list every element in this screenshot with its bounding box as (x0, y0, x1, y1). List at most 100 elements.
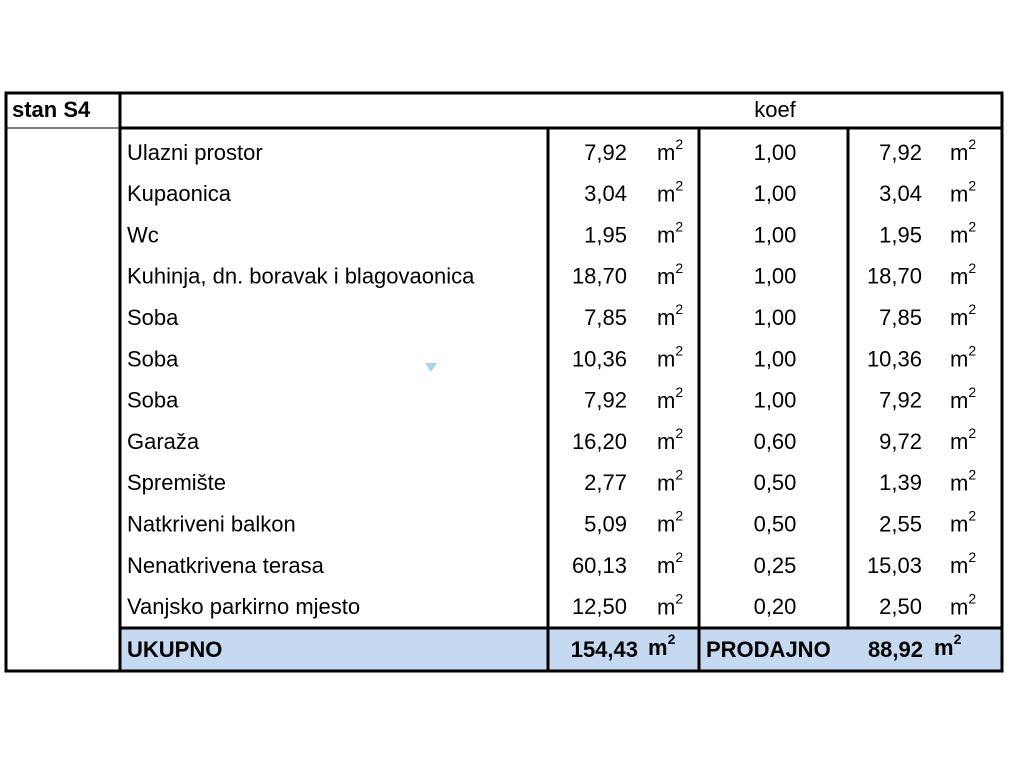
unit-exponent: 2 (675, 177, 683, 193)
unit-base: m (950, 305, 968, 330)
unit: m2 (950, 549, 976, 578)
unit-base: m (657, 140, 675, 165)
unit-exponent: 2 (675, 590, 683, 606)
room-name: Kupaonica (127, 181, 232, 206)
unit-exponent: 2 (675, 384, 683, 400)
room-name: Vanjsko parkirno mjesto (127, 594, 360, 619)
unit-exponent: 2 (968, 425, 976, 441)
room-area: 7,85 (584, 305, 627, 330)
room-area: 5,09 (584, 512, 627, 537)
room-area: 1,95 (584, 222, 627, 247)
room-area: 16,20 (572, 429, 627, 454)
room-sellable: 1,39 (879, 470, 922, 495)
unit: m2 (657, 301, 683, 330)
room-area: 7,92 (584, 388, 627, 413)
unit-base: m (657, 553, 675, 578)
total-row-bg (120, 628, 1002, 671)
room-koef: 1,00 (754, 346, 797, 371)
unit: m2 (657, 342, 683, 371)
unit-exponent: 2 (968, 590, 976, 606)
unit: m2 (657, 136, 683, 165)
room-koef: 0,25 (754, 553, 797, 578)
unit-base: m (950, 264, 968, 289)
unit: m2 (950, 466, 976, 495)
unit: m2 (950, 260, 976, 289)
unit: m2 (950, 177, 976, 206)
unit: m2 (950, 342, 976, 371)
room-sellable: 2,55 (879, 512, 922, 537)
unit-exponent: 2 (675, 549, 683, 565)
unit-base: m (950, 594, 968, 619)
room-area: 10,36 (572, 346, 627, 371)
apartment-label: stan S4 (12, 97, 91, 122)
unit: m2 (657, 590, 683, 619)
room-area: 18,70 (572, 264, 627, 289)
room-koef: 1,00 (754, 264, 797, 289)
room-koef: 0,50 (754, 512, 797, 537)
room-name: Soba (127, 388, 179, 413)
unit-exponent: 2 (675, 507, 683, 523)
room-area: 2,77 (584, 470, 627, 495)
unit-exponent: 2 (968, 384, 976, 400)
unit-exponent: 2 (675, 425, 683, 441)
room-name: Nenatkrivena terasa (127, 553, 325, 578)
unit: m2 (657, 384, 683, 413)
unit-exponent: 2 (968, 260, 976, 276)
unit: m2 (657, 177, 683, 206)
unit: m2 (950, 218, 976, 247)
unit-base: m (657, 388, 675, 413)
room-sellable: 3,04 (879, 181, 922, 206)
unit-exponent: 2 (675, 301, 683, 317)
coef-header: koef (754, 97, 796, 122)
room-koef: 1,00 (754, 181, 797, 206)
unit-base: m (657, 181, 675, 206)
unit: m2 (657, 507, 683, 536)
unit: m2 (657, 549, 683, 578)
unit-exponent: 2 (968, 466, 976, 482)
room-area: 3,04 (584, 181, 627, 206)
room-area: 60,13 (572, 553, 627, 578)
unit-base: m (950, 470, 968, 495)
unit: m2 (657, 466, 683, 495)
room-name: Soba (127, 305, 179, 330)
unit-exponent: 2 (675, 466, 683, 482)
room-koef: 1,00 (754, 388, 797, 413)
unit-base: m (657, 305, 675, 330)
unit: m2 (950, 301, 976, 330)
unit-base: m (657, 429, 675, 454)
outer-border (4, 91, 1004, 673)
unit-exponent: 2 (968, 218, 976, 234)
room-koef: 0,60 (754, 429, 797, 454)
unit-exponent: 2 (668, 631, 676, 647)
room-sellable: 10,36 (867, 346, 922, 371)
unit-base: m (648, 635, 668, 660)
room-name: Soba (127, 346, 179, 371)
unit-base: m (950, 429, 968, 454)
unit: m2 (648, 631, 676, 660)
unit-base: m (657, 264, 675, 289)
room-area: 12,50 (572, 594, 627, 619)
unit-base: m (657, 470, 675, 495)
unit-base: m (657, 222, 675, 247)
unit: m2 (950, 590, 976, 619)
unit-exponent: 2 (968, 301, 976, 317)
unit-exponent: 2 (675, 260, 683, 276)
unit-base: m (950, 346, 968, 371)
unit-base: m (934, 635, 954, 660)
room-koef: 0,20 (754, 594, 797, 619)
unit: m2 (657, 425, 683, 454)
unit-base: m (657, 346, 675, 371)
unit-base: m (950, 388, 968, 413)
room-sellable: 1,95 (879, 222, 922, 247)
room-name: Ulazni prostor (127, 140, 263, 165)
room-sellable: 7,92 (879, 388, 922, 413)
unit-exponent: 2 (675, 136, 683, 152)
room-koef: 1,00 (754, 305, 797, 330)
unit: m2 (950, 384, 976, 413)
unit-base: m (950, 181, 968, 206)
unit: m2 (657, 218, 683, 247)
cursor-marker (425, 363, 437, 372)
unit-base: m (950, 140, 968, 165)
room-sellable: 7,85 (879, 305, 922, 330)
